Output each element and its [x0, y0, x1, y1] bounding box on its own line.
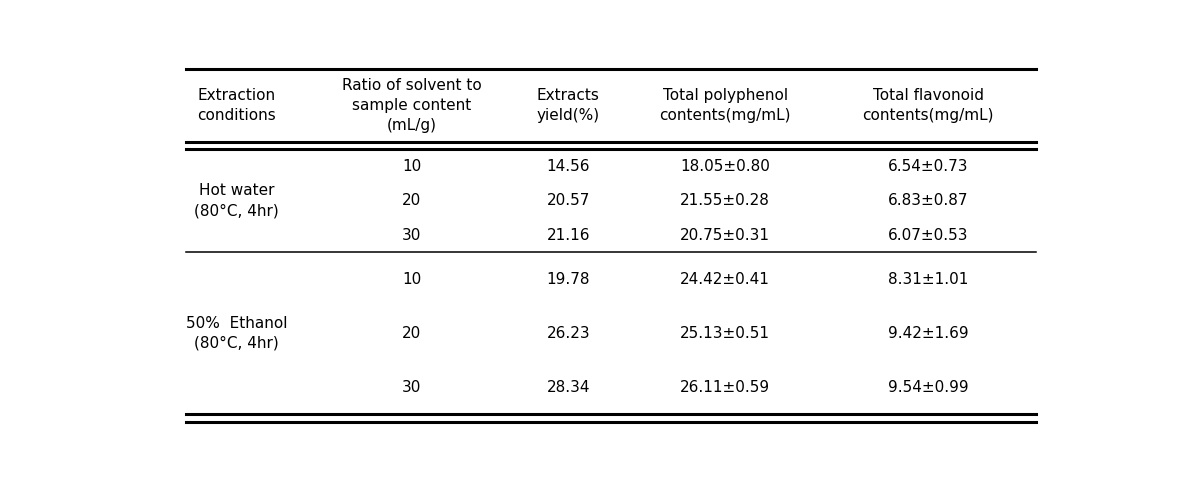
Text: Total polyphenol
contents(mg/mL): Total polyphenol contents(mg/mL): [659, 88, 791, 123]
Text: 21.16: 21.16: [546, 228, 590, 243]
Text: 21.55±0.28: 21.55±0.28: [681, 193, 770, 208]
Text: Total flavonoid
contents(mg/mL): Total flavonoid contents(mg/mL): [863, 88, 994, 123]
Text: Ratio of solvent to
sample content
(mL/g): Ratio of solvent to sample content (mL/g…: [342, 78, 482, 133]
Text: 20.75±0.31: 20.75±0.31: [681, 228, 770, 243]
Text: 10: 10: [402, 272, 421, 287]
Text: 30: 30: [402, 380, 421, 395]
Text: 8.31±1.01: 8.31±1.01: [888, 272, 969, 287]
Text: 14.56: 14.56: [546, 159, 590, 174]
Text: 6.07±0.53: 6.07±0.53: [888, 228, 969, 243]
Text: 25.13±0.51: 25.13±0.51: [681, 326, 770, 341]
Text: 26.23: 26.23: [546, 326, 590, 341]
Text: 20: 20: [402, 326, 421, 341]
Text: 10: 10: [402, 159, 421, 174]
Text: 28.34: 28.34: [546, 380, 590, 395]
Text: Extracts
yield(%): Extracts yield(%): [537, 88, 600, 123]
Text: 9.42±1.69: 9.42±1.69: [888, 326, 969, 341]
Text: Extraction
conditions: Extraction conditions: [198, 88, 276, 123]
Text: 19.78: 19.78: [546, 272, 590, 287]
Text: 50%  Ethanol
(80°C, 4hr): 50% Ethanol (80°C, 4hr): [186, 316, 287, 351]
Text: 20: 20: [402, 193, 421, 208]
Text: 26.11±0.59: 26.11±0.59: [681, 380, 770, 395]
Text: 24.42±0.41: 24.42±0.41: [681, 272, 770, 287]
Text: 6.54±0.73: 6.54±0.73: [888, 159, 969, 174]
Text: 30: 30: [402, 228, 421, 243]
Text: 6.83±0.87: 6.83±0.87: [888, 193, 969, 208]
Text: 20.57: 20.57: [546, 193, 590, 208]
Text: 18.05±0.80: 18.05±0.80: [681, 159, 770, 174]
Text: 9.54±0.99: 9.54±0.99: [888, 380, 969, 395]
Text: Hot water
(80°C, 4hr): Hot water (80°C, 4hr): [194, 184, 278, 218]
